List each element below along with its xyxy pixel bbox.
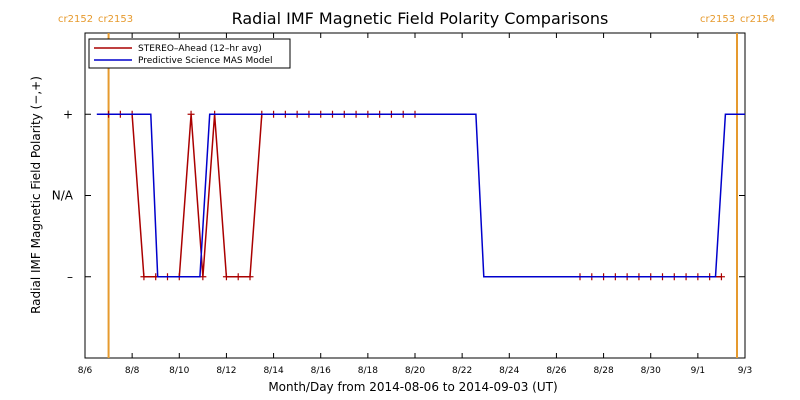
plot-frame <box>84 32 746 359</box>
x-tick-label-9/1: 9/1 <box>691 366 705 376</box>
y-axis-ticks: + N/A – <box>52 107 745 284</box>
x-tick-label-9/3: 9/3 <box>738 366 752 376</box>
carrington-label-right-b: cr2154 <box>740 14 775 25</box>
x-tick-label-8/20: 8/20 <box>405 366 425 376</box>
x-tick-label-8/14: 8/14 <box>263 366 283 376</box>
carrington-label-left-b: cr2153 <box>98 14 133 25</box>
x-axis-ticks: 8/6 8/8 8/10 8/12 8/14 8/16 8/18 8/20 8/22 8/24 8/… <box>78 33 752 376</box>
y-tick-label-1: + <box>63 107 73 121</box>
x-tick-label-8/10: 8/10 <box>169 366 189 376</box>
series-0-point-7 <box>187 110 195 118</box>
x-tick-label-8/22: 8/22 <box>452 366 472 376</box>
x-tick-label-8/6: 8/6 <box>78 366 93 376</box>
series-layer <box>96 110 745 281</box>
legend: STEREO–Ahead (12–hr avg) Predictive Scie… <box>88 38 291 69</box>
series-0-point-10 <box>222 273 230 281</box>
x-tick-label-8/16: 8/16 <box>311 366 331 376</box>
series-0-point-39 <box>717 273 725 281</box>
x-tick-label-8/26: 8/26 <box>546 366 566 376</box>
y-tick-label-0: N/A <box>52 189 74 203</box>
x-axis-label: Month/Day from 2014-08-06 to 2014-09-03 … <box>268 380 557 394</box>
series-0-point-3 <box>140 273 148 281</box>
legend-label-mas: Predictive Science MAS Model <box>138 56 273 66</box>
legend-label-stereo: STEREO–Ahead (12–hr avg) <box>138 44 262 54</box>
x-tick-label-8/24: 8/24 <box>499 366 519 376</box>
chart-title: Radial IMF Magnetic Field Polarity Compa… <box>232 9 609 28</box>
y-tick-label--1: – <box>67 270 73 284</box>
x-tick-label-8/8: 8/8 <box>125 366 140 376</box>
carrington-rotation-lines <box>107 33 738 358</box>
series-0-point-11 <box>234 273 242 281</box>
legend-box <box>88 38 291 69</box>
series-1-line-0 <box>96 113 745 278</box>
y-axis-label: Radial IMF Magnetic Field Polarity (−,+) <box>29 76 43 314</box>
x-tick-label-8/28: 8/28 <box>593 366 613 376</box>
x-tick-label-8/12: 8/12 <box>216 366 236 376</box>
x-tick-label-8/18: 8/18 <box>358 366 378 376</box>
x-tick-label-8/30: 8/30 <box>641 366 661 376</box>
carrington-label-left-a: cr2152 <box>58 14 93 25</box>
series-0-point-12 <box>246 273 254 281</box>
carrington-label-right-a: cr2153 <box>700 14 735 25</box>
